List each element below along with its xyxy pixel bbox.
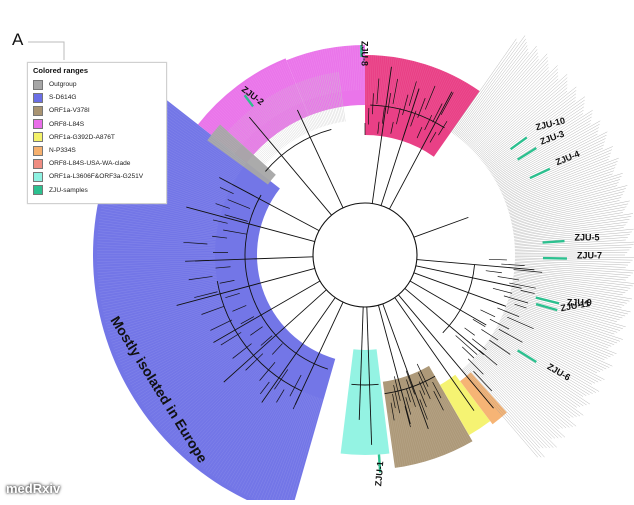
leaf-line [514, 271, 634, 284]
leaf-line [515, 237, 628, 245]
leaf-line [493, 333, 593, 394]
legend-swatch [33, 146, 43, 156]
leaf-line [507, 168, 616, 206]
legend-swatch [33, 185, 43, 195]
medrxiv-watermark: medRxiv [6, 481, 60, 496]
legend-item: ORF1a-G392D-A876T [33, 131, 166, 144]
leaf-line [511, 197, 621, 222]
leaf-line [513, 210, 625, 230]
branch [416, 266, 522, 288]
leaf-line [509, 183, 618, 214]
range-orf1a-l3606f [341, 349, 390, 455]
leaf-line [492, 334, 589, 394]
branch [480, 310, 495, 317]
sample-label: ZJU-8 [359, 41, 369, 66]
sample-label: ZJU-11 [560, 298, 591, 313]
leaf-line [505, 309, 608, 348]
legend-label: ZJU-samples [49, 187, 88, 194]
legend-title: Colored ranges [33, 66, 166, 75]
panel-bracket [26, 40, 76, 62]
branch [405, 288, 484, 354]
legend-label: S-D614G [49, 94, 77, 101]
branch [486, 271, 502, 273]
legend-item: S-D614G [33, 91, 166, 104]
legend-label: ORF1a-L3606F&ORF3a-G251V [49, 173, 143, 180]
leaf-line [491, 337, 583, 397]
leaf-line [484, 94, 576, 164]
branch [487, 299, 504, 305]
branch [501, 264, 524, 266]
branch [297, 110, 343, 208]
leaf-line [496, 124, 600, 182]
leaf-line [511, 195, 623, 221]
legend-item: ORF8-L84S-USA-WA-clade [33, 157, 166, 170]
sample-label: ZJU-6 [545, 361, 572, 382]
legend-label: ORF1a-G392D-A876T [49, 134, 115, 141]
leaf-line [514, 275, 628, 290]
legend-swatch [33, 119, 43, 129]
root-ring [313, 203, 417, 307]
branch-arc [265, 129, 331, 171]
leaf-line [467, 57, 548, 145]
leaf-line [515, 256, 634, 257]
legend-item: ORF1a-L3606F&ORF3a-G251V [33, 170, 166, 183]
legend-swatch [33, 172, 43, 182]
leaf-line [510, 185, 627, 216]
legend-item: ZJU-samples [33, 184, 166, 197]
branch [507, 317, 533, 329]
legend-swatch [33, 106, 43, 116]
leaf-line [514, 225, 626, 238]
legend-item: ORF8-L84S [33, 118, 166, 131]
branch [410, 281, 486, 325]
branch [468, 359, 483, 374]
leaf-line [506, 164, 616, 204]
leaf-line [509, 179, 620, 212]
leaf-line [494, 332, 596, 393]
leaf-line [513, 279, 632, 299]
branch [414, 217, 469, 237]
sample-label: ZJU-7 [577, 251, 602, 261]
legend-label: ORF8-L84S-USA-WA-clade [49, 160, 130, 167]
legend-label: Outgroup [49, 81, 77, 88]
leaf-line [515, 265, 633, 273]
leaf-line [514, 219, 630, 235]
leaf-line [513, 213, 623, 231]
legend-swatch [33, 132, 43, 142]
branch [490, 319, 509, 329]
branch [417, 260, 535, 270]
leaf-line [468, 61, 548, 146]
legend-swatch [33, 159, 43, 169]
branch [465, 328, 475, 335]
legend-swatch [33, 93, 43, 103]
sample-label: ZJU-5 [574, 232, 599, 242]
sample-tick [536, 298, 559, 304]
branch [504, 296, 528, 303]
leaf-line [492, 335, 587, 395]
legend-swatch [33, 80, 43, 90]
sample-tick [511, 137, 527, 149]
leaf-line [514, 274, 630, 289]
leaf-line [495, 329, 592, 384]
legend-item: Outgroup [33, 78, 166, 91]
leaf-line [508, 173, 623, 209]
legend-label: ORF8-L84S [49, 121, 84, 128]
branch [493, 288, 512, 293]
branch [462, 347, 474, 358]
legend-item: N-P334S [33, 144, 166, 157]
leaf-line [495, 121, 600, 181]
legend-label: ORF1a-V378I [49, 107, 90, 114]
sample-label: ZJU-3 [539, 129, 566, 147]
branch [472, 339, 486, 350]
panel-letter: A [12, 30, 23, 50]
legend-item: ORF1a-V378I [33, 104, 166, 117]
sample-tick [543, 241, 565, 243]
sample-label: ZJU-1 [373, 461, 385, 487]
branch [456, 335, 478, 354]
branch [489, 259, 507, 260]
legend: Colored ranges Outgroup S-D614G ORF1a-V378… [27, 62, 167, 204]
leaf-line [515, 252, 627, 253]
leaf-line [512, 204, 628, 227]
legend-label: N-P334S [49, 147, 76, 154]
